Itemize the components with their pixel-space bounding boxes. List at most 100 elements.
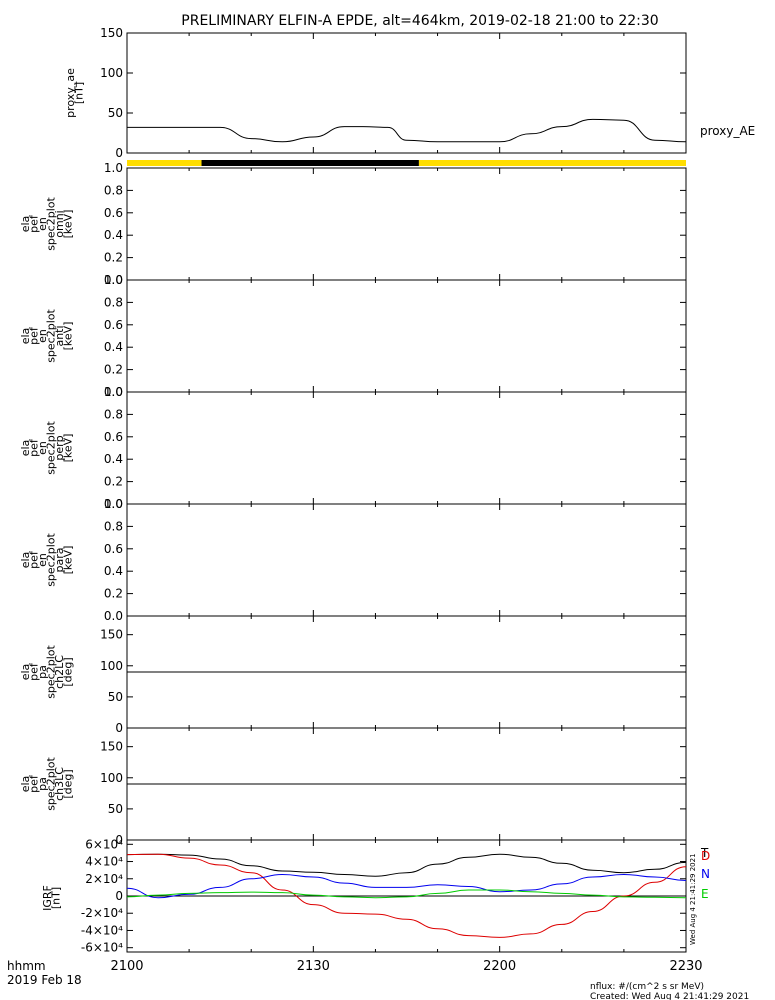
spec-panel-4-ytick-label: 0.4 [104, 564, 123, 578]
spec-panel-2-ytick-label: 1.0 [104, 273, 123, 287]
igrf-legend-E: E [701, 887, 709, 901]
igrf-ytick-label: 2×10⁴ [85, 872, 123, 886]
spec-panel-2-ylabel-3: spec2plot [44, 309, 57, 363]
igrf-legend-D: D [701, 849, 710, 863]
pa-panel-1-ylabel-3: spec2plot [44, 645, 57, 699]
proxy-ae-series-line [126, 118, 687, 143]
panel-stack: 050100150proxy_ae[nT]proxy_AE0.00.20.40.… [19, 26, 755, 974]
spec-panel-2-ytick-label: 0.8 [104, 295, 123, 309]
spec-panel-4-ylabel-4: para [53, 548, 66, 573]
spec-panel-4-ytick-label: 0.0 [104, 609, 123, 623]
time-axis-tick-label: 2230 [669, 959, 702, 974]
proxy-ae-ylabel-0: proxy_ae [64, 68, 77, 118]
orbit-bar-eclipse-segment [201, 160, 419, 166]
spec-panel-4-ylabel-5: [keV] [61, 546, 74, 575]
spec-panel-2-ylabel-2: en [36, 329, 49, 343]
spec-panel-3-ytick-label: 0.2 [104, 475, 123, 489]
spec-panel-1-ylabel-1: pef [27, 214, 40, 233]
spec-panel-3-ylabel-2: en [36, 441, 49, 455]
spec-panel-4-ylabel-2: en [36, 553, 49, 567]
nflux-units-label: nflux: #/(cm^2 s sr MeV) [590, 982, 704, 992]
pa-panel-2-ylabel-3: spec2plot [44, 757, 57, 811]
pa-panel-1-ytick-label: 150 [100, 628, 123, 642]
spec-panel-4-ytick-label: 0.8 [104, 519, 123, 533]
spec-panel-1-ylabel-3: spec2plot [44, 197, 57, 251]
spec-panel-1-ylabel-0: ela [19, 216, 32, 233]
igrf-ytick-label: 4×10⁴ [85, 855, 123, 869]
pa-panel-2-ylabel-2: pa [36, 777, 49, 791]
proxy-ae-ylabel-1: [nT] [72, 82, 85, 104]
spec-panel-4-ytick-label: 0.2 [104, 587, 123, 601]
spec-panel-3-ylabel-5: [keV] [61, 434, 74, 463]
pa-panel-2-ylabel-0: ela [19, 776, 32, 793]
pa-panel-2-ytick-label: 100 [100, 771, 123, 785]
time-corner-label-hhmm: hhmm [7, 959, 46, 973]
spec-panel-3-ytick-label: 0.0 [104, 497, 123, 511]
proxy-ae-ytick-label: 50 [108, 106, 123, 120]
pa-panel-1-ytick-label: 100 [100, 659, 123, 673]
spec-panel-2-ytick-label: 0.0 [104, 385, 123, 399]
figure-title: PRELIMINARY ELFIN-A EPDE, alt=464km, 201… [181, 13, 658, 29]
time-axis-tick-label: 2100 [110, 959, 143, 974]
time-corner-label-date: 2019 Feb 18 [7, 973, 82, 987]
igrf-ytick-label: -4×10⁴ [81, 923, 123, 937]
proxy-ae-frame [126, 32, 687, 154]
igrf-series-N [126, 873, 687, 899]
igrf-series-T [126, 853, 687, 877]
orbit-bar-sunlit-segment [127, 160, 202, 166]
pa-panel-1-ytick-label: 50 [108, 690, 123, 704]
spec-panel-1-ytick-label: 1.0 [104, 161, 123, 175]
pa-panel-1-ylabel-0: ela [19, 664, 32, 681]
pa-panel-1-ytick-label: 0 [115, 721, 123, 735]
time-axis-tick-label: 2130 [297, 959, 330, 974]
spec-panel-2-ytick-label: 0.6 [104, 318, 123, 332]
pa-panel-1-ylabel-4: ch2LC [53, 655, 66, 689]
orbit-bar-sunlit-segment [418, 160, 686, 166]
spec-panel-2-ylabel-0: ela [19, 328, 32, 345]
igrf-ytick-label: -2×10⁴ [81, 906, 123, 920]
spec-panel-3-ylabel-3: spec2plot [44, 421, 57, 475]
pa-panel-2-ylabel-4: ch3LC [53, 767, 66, 801]
spec-panel-3-ytick-label: 1.0 [104, 385, 123, 399]
spec-panel-1-ytick-label: 0.8 [104, 183, 123, 197]
pa-panel-2-ylabel-1: pef [27, 774, 40, 793]
vertical-timestamp: Wed Aug 4 21:41:29 2021 [689, 853, 697, 945]
created-timestamp: Created: Wed Aug 4 21:41:29 2021 [590, 992, 749, 1000]
igrf-legend-N: N [701, 867, 710, 881]
igrf-ytick-label: 0 [115, 889, 123, 903]
igrf-ylabel-1: [nT] [49, 887, 62, 909]
spec-panel-1-ytick-label: 0.4 [104, 228, 123, 242]
spec-panel-3-ylabel-4: perp [53, 435, 66, 460]
spec-panel-3-ytick-label: 0.8 [104, 407, 123, 421]
proxy-ae-ytick-label: 100 [100, 66, 123, 80]
igrf-legend-T: T [700, 846, 709, 860]
proxy-ae-ytick-label: 0 [115, 146, 123, 160]
igrf-ylabel-0: IGRF [41, 885, 54, 911]
spec-panel-2-ylabel-1: pef [27, 326, 40, 345]
spec-panel-1-ylabel-5: [keV] [61, 210, 74, 239]
spec-panel-4-ytick-label: 0.6 [104, 542, 123, 556]
spec-panel-4-ylabel-3: spec2plot [44, 533, 57, 587]
spec-panel-2-ytick-label: 0.2 [104, 363, 123, 377]
pa-panel-2-ytick-label: 150 [100, 740, 123, 754]
spec-panel-3-ytick-label: 0.6 [104, 430, 123, 444]
igrf-ytick-label: 6×10⁴ [85, 837, 123, 851]
spec-panel-2-ytick-label: 0.4 [104, 340, 123, 354]
spec-panel-1-ylabel-4: omni [53, 210, 66, 237]
spec-panel-3-ytick-label: 0.4 [104, 452, 123, 466]
spec-panel-2-ylabel-4: anti [53, 325, 66, 346]
spec-panel-4-ylabel-1: pef [27, 550, 40, 569]
pa-panel-2-ylabel-5: [deg] [61, 769, 74, 798]
spec-panel-4-ylabel-0: ela [19, 552, 32, 569]
igrf-ytick-label: -6×10⁴ [81, 941, 123, 955]
pa-panel-2-ytick-label: 50 [108, 802, 123, 816]
spec-panel-1-ytick-label: 0.2 [104, 251, 123, 265]
spec-panel-3-ylabel-1: pef [27, 438, 40, 457]
igrf-series-D [126, 853, 687, 938]
pa-panel-1-ylabel-2: pa [36, 665, 49, 679]
pa-panel-1-ylabel-1: pef [27, 662, 40, 681]
spec-panel-4-ytick-label: 1.0 [104, 497, 123, 511]
spec-panel-1-ylabel-2: en [36, 217, 49, 231]
